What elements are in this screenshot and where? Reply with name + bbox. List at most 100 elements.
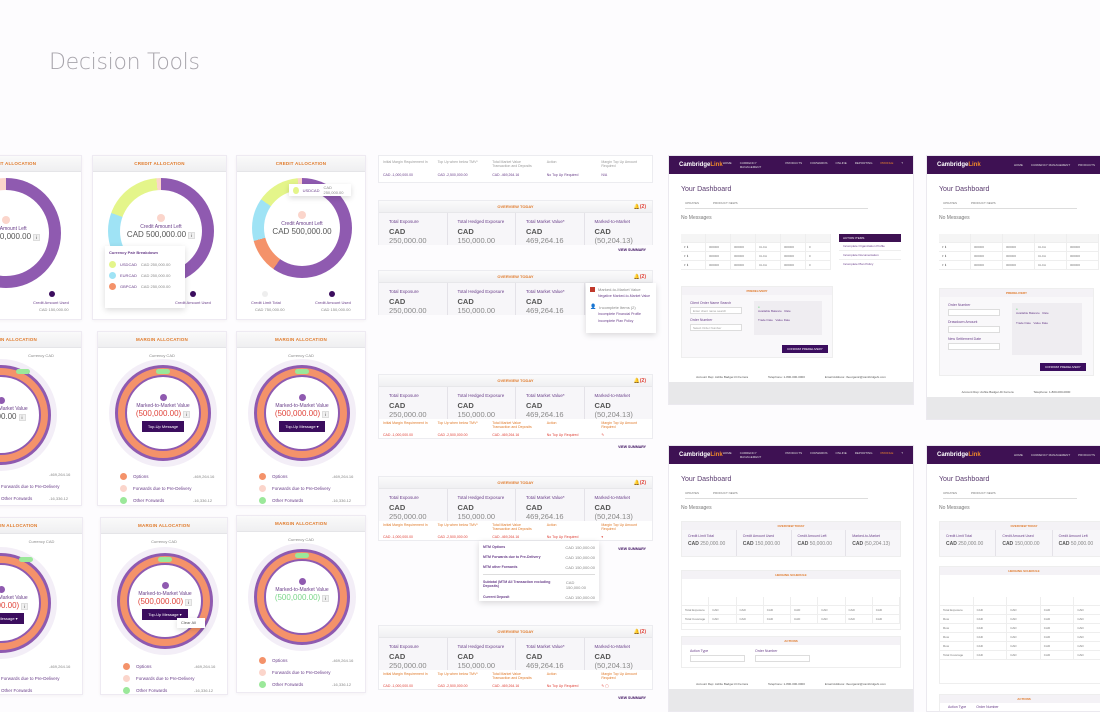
edit-input[interactable]: ✎ ▢ [601,684,609,688]
logo[interactable]: CambridgeLink [679,162,723,168]
nav-home[interactable]: HOME [1013,453,1023,457]
logo[interactable]: CambridgeLink [937,452,981,458]
center-dot-icon [298,211,306,219]
info-button[interactable]: i [188,232,196,239]
table-row[interactable]: Total Coverage CAD CAD CAD CAD [940,651,1100,660]
nav-currency[interactable]: CURRENCY MANAGEMENT [739,451,762,459]
cur: CAD [594,401,611,410]
view-summary-link[interactable]: VIEW SUMMARY [618,248,646,252]
tab-product-news[interactable]: PRODUCT NEWS [970,201,996,205]
bell-icon[interactable]: 🔔(2) [633,629,646,635]
nav-products[interactable]: PRODUCTS [785,161,803,165]
table-row[interactable]: Total Coverage CAD CAD CAD CAD CAD CAD CAD [682,615,900,624]
nav-reporting[interactable]: REPORTING [854,161,873,165]
nav-forwards[interactable]: FORWARDS [810,451,828,455]
tab-updates[interactable]: UPDATES [685,491,699,495]
tab-product-news[interactable]: PRODUCT NEWS [712,201,738,205]
tab-updates[interactable]: UPDATES [943,491,957,495]
info-button[interactable]: i [322,411,330,418]
tab-product-news[interactable]: PRODUCT NEWS [970,491,996,495]
mtm-value: (500,000.00) [274,409,321,418]
notif-link[interactable]: Incomplete Financial Profile [598,312,641,316]
table-row[interactable]: Total Exposure CAD CAD CAD CAD CAD CAD CAD [682,606,900,615]
bell-icon[interactable]: 🔔(2) [633,480,646,486]
tab-updates[interactable]: UPDATES [943,201,957,205]
nav-forwards[interactable]: FORWARDS [810,161,828,165]
action-item[interactable]: Incomplete Documentation [839,251,901,260]
dropdown-option-clear-all[interactable]: Clear All [177,618,205,628]
logo[interactable]: CambridgeLink [679,452,723,458]
view-summary-link[interactable]: VIEW SUMMARY [618,445,646,449]
info-button[interactable]: i [21,603,29,610]
pair-value: CAD 250,000.00 [140,262,171,267]
info-button[interactable]: i [185,599,193,606]
info-button[interactable]: i [33,234,41,241]
confirm-predelivery-button[interactable]: CONFIRM PREDELIVERY [1040,363,1086,371]
nav-reporting[interactable]: REPORTING [854,451,873,455]
table-row[interactable]: Row CAD CAD CAD CAD [940,624,1100,633]
drawdown-input[interactable] [948,326,1000,333]
bell-icon[interactable]: 🔔(2) [633,274,646,280]
total-exposure: Total Exposure CAD 250,000.00 [379,213,448,245]
topup-dropdown[interactable]: Top-Up Message ▾ [279,421,325,432]
used-dot-icon [329,291,335,297]
order-number-select[interactable] [755,655,810,662]
tab-updates[interactable]: UPDATES [685,201,699,205]
edit-icon[interactable]: ✎ [601,433,605,437]
th: Initial Margin Requirement In [383,160,428,164]
table-row[interactable]: ▾ ⬇ 000000 000000 CLCA 000000 0 [681,261,831,270]
nav-currency[interactable]: CURRENCY MANAGEMENT [739,161,762,169]
view-summary-link[interactable]: VIEW SUMMARY [618,547,646,551]
table-row[interactable]: Row CAD CAD CAD CAD [940,633,1100,642]
notif-link[interactable]: Negative Marked-to-Market Value [598,294,651,298]
table-row[interactable]: Row CAD CAD CAD CAD [940,642,1100,651]
info-button[interactable]: i [183,411,191,418]
nav-home[interactable]: HOME [1013,163,1023,167]
table-row[interactable]: Row CAD CAD CAD CAD [940,615,1100,624]
nav-online[interactable]: ONLINE [835,451,847,455]
bell-icon[interactable]: 🔔(2) [633,204,646,210]
nav-online[interactable]: ONLINE [835,161,847,165]
order-number-select[interactable]: Select Order Number [690,324,742,331]
cur: CAD [594,227,611,236]
nav-products[interactable]: PRODUCTS [785,451,803,455]
nav-currency[interactable]: CURRENCY MANAGEMENT [1030,163,1071,167]
footer-rep: Account Rep: Ashlie Badger-Di Ferrera [696,375,749,379]
table-row[interactable]: ▾ ⬇ 000000 000000 CLCA 000000 [939,243,1099,252]
order-number-select[interactable] [948,309,1000,316]
nav-products[interactable]: PRODUCTS [1078,163,1095,167]
table-row[interactable]: ▾ ⬇ 000000 000000 CLCA 000000 [939,252,1099,261]
client-search-input[interactable]: Enter client name search [690,307,742,314]
info-button[interactable]: i [18,414,26,421]
help-icon[interactable]: ? [901,161,903,165]
topup-dropdown[interactable]: Top-Up Message ▾ [142,609,188,620]
action-type-select[interactable] [690,655,745,662]
table-row[interactable]: ▾ ⬇ 000000 000000 CLCA 000000 [939,261,1099,270]
table-row[interactable]: ▾ ⬇ 000000 000000 CLCA 000000 0 [681,243,831,252]
logo[interactable]: CambridgeLink [937,162,981,168]
nav-home[interactable]: HOME [722,451,732,455]
action-item[interactable]: Incomplete Organization Profile [839,242,901,251]
action-item[interactable]: Incomplete Plan Policy [843,262,874,266]
nav-profile[interactable]: PROFILE [880,161,894,165]
notif-link[interactable]: Incomplete Plan Policy [598,319,634,323]
cell-amount: 250,000.00 [389,306,427,315]
info-button[interactable]: i [322,595,330,602]
table-row[interactable]: Total Exposure CAD CAD CAD CAD [940,606,1100,615]
table-row[interactable]: ▾ ⬇ 000000 000000 CLCA 000000 0 [681,252,831,261]
dropdown-icon[interactable]: ▾ [601,535,604,539]
help-icon[interactable]: ? [901,451,903,455]
nav-products[interactable]: PRODUCTS [1078,453,1095,457]
tab-product-news[interactable]: PRODUCT NEWS [712,491,738,495]
nav-currency[interactable]: CURRENCY MANAGEMENT [1030,453,1071,457]
view-summary-link[interactable]: VIEW SUMMARY [618,696,646,700]
credit-allocation-card-3: CREDIT ALLOCATION Credit Amount Left CAD… [236,155,366,320]
bell-icon[interactable]: 🔔(2) [633,378,646,384]
topup-dropdown[interactable]: Top-Up Message ▾ [0,613,24,624]
topup-message-button[interactable]: Top-Up Message [141,421,185,432]
cell-label: Total Hedged Exposure [457,219,505,224]
confirm-predelivery-button[interactable]: CONFIRM PREDELIVERY [782,345,828,353]
nav-home[interactable]: HOME [722,161,732,165]
nav-profile[interactable]: PROFILE [880,451,894,455]
settlement-date-select[interactable] [948,343,1000,350]
